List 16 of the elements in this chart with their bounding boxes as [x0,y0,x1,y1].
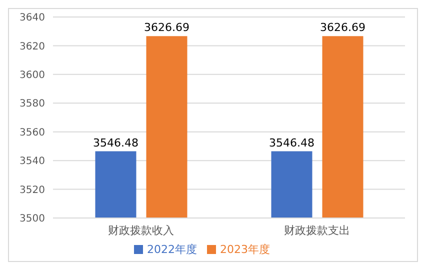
data-label: 3626.69 [144,21,190,34]
y-tick-label: 3600 [20,70,45,81]
y-tick-label: 3620 [20,41,45,52]
x-tick-label: 财政拨款收入 [108,224,174,237]
y-tick-label: 3520 [20,184,45,196]
y-tick-label: 3540 [20,156,45,168]
data-label: 3626.69 [320,21,366,34]
legend-label: 2023年度 [220,243,270,256]
data-label: 3546.48 [268,136,314,150]
y-tick-label: 3580 [20,98,45,110]
y-tick-label: 3560 [20,127,45,138]
y-tick-label: 3500 [20,214,45,225]
x-tick-label: 财政拨款支出 [284,224,350,237]
legend-label: 2022年度 [147,243,197,256]
data-label: 3546.48 [92,136,138,150]
y-tick-label: 3640 [20,12,45,24]
